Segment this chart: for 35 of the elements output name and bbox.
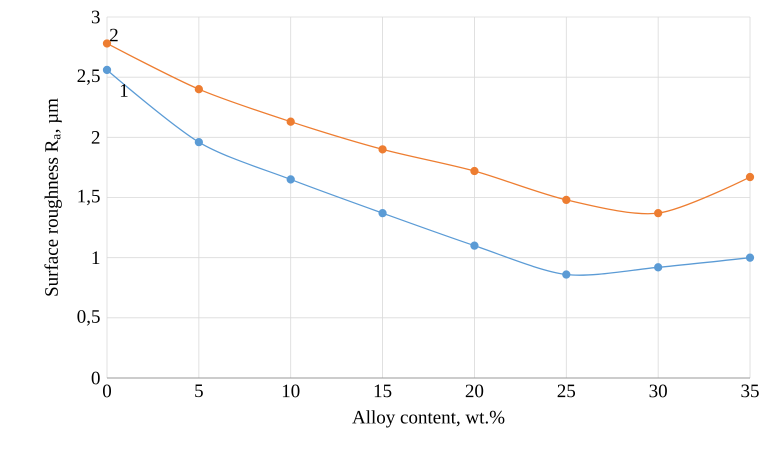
y-tick-label: 1 bbox=[92, 251, 100, 264]
series-label: 1 bbox=[120, 84, 128, 97]
x-tick-label: 25 bbox=[558, 384, 576, 398]
point bbox=[378, 208, 387, 218]
point bbox=[102, 66, 112, 74]
x-tick-label: 20 bbox=[466, 384, 484, 398]
y-tick-label: 3 bbox=[92, 10, 100, 24]
point bbox=[194, 138, 204, 146]
point bbox=[746, 172, 754, 182]
point bbox=[470, 241, 479, 250]
point bbox=[378, 145, 387, 154]
x-tick-label: 15 bbox=[374, 384, 392, 398]
point bbox=[194, 85, 204, 94]
series-label: 2 bbox=[110, 28, 118, 42]
point bbox=[654, 208, 662, 218]
point bbox=[654, 263, 662, 272]
point bbox=[286, 175, 295, 184]
y-tick-label: 1,5 bbox=[78, 190, 100, 206]
point bbox=[746, 254, 754, 262]
x-tick-label: 0 bbox=[102, 384, 112, 398]
y-axis-title: Surface roughness R$_{a}$, µm bbox=[44, 98, 62, 296]
y-tick-label: 0,5 bbox=[77, 310, 100, 326]
point bbox=[286, 118, 295, 126]
point bbox=[102, 39, 112, 48]
point bbox=[470, 166, 479, 176]
x-axis-title: Alloy content, wt.% bbox=[352, 410, 504, 428]
y-tick-label: 2,5 bbox=[78, 69, 100, 85]
x-tick-label: 35 bbox=[741, 384, 759, 398]
point bbox=[562, 196, 570, 204]
x-tick-label: 30 bbox=[650, 384, 667, 398]
y-tick-label: 0 bbox=[92, 372, 100, 384]
x-tick-label: 5 bbox=[195, 384, 203, 398]
x-tick-label: 10 bbox=[282, 384, 300, 398]
y-tick-label: 2 bbox=[92, 131, 100, 144]
point bbox=[562, 270, 570, 279]
